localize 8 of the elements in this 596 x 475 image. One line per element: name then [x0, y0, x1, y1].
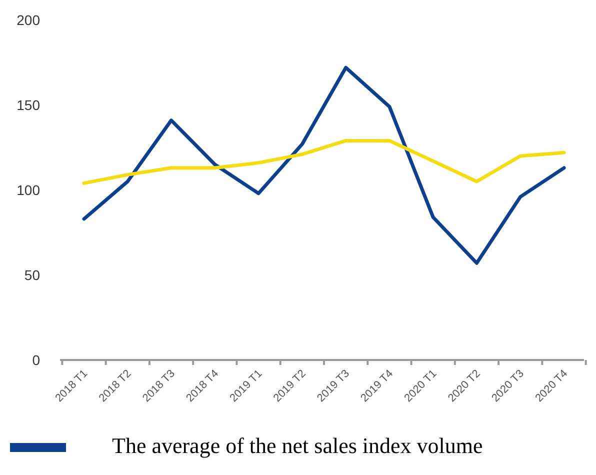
line-series	[82, 66, 566, 265]
y-tick-label: 0	[32, 352, 40, 368]
y-tick-label: 100	[16, 182, 40, 198]
line-series	[82, 138, 566, 185]
y-tick-label: 50	[24, 267, 40, 283]
legend-label: The average of the net sales index volume	[112, 433, 483, 458]
y-tick-label: 150	[16, 97, 40, 113]
y-tick-label: 200	[16, 12, 40, 28]
